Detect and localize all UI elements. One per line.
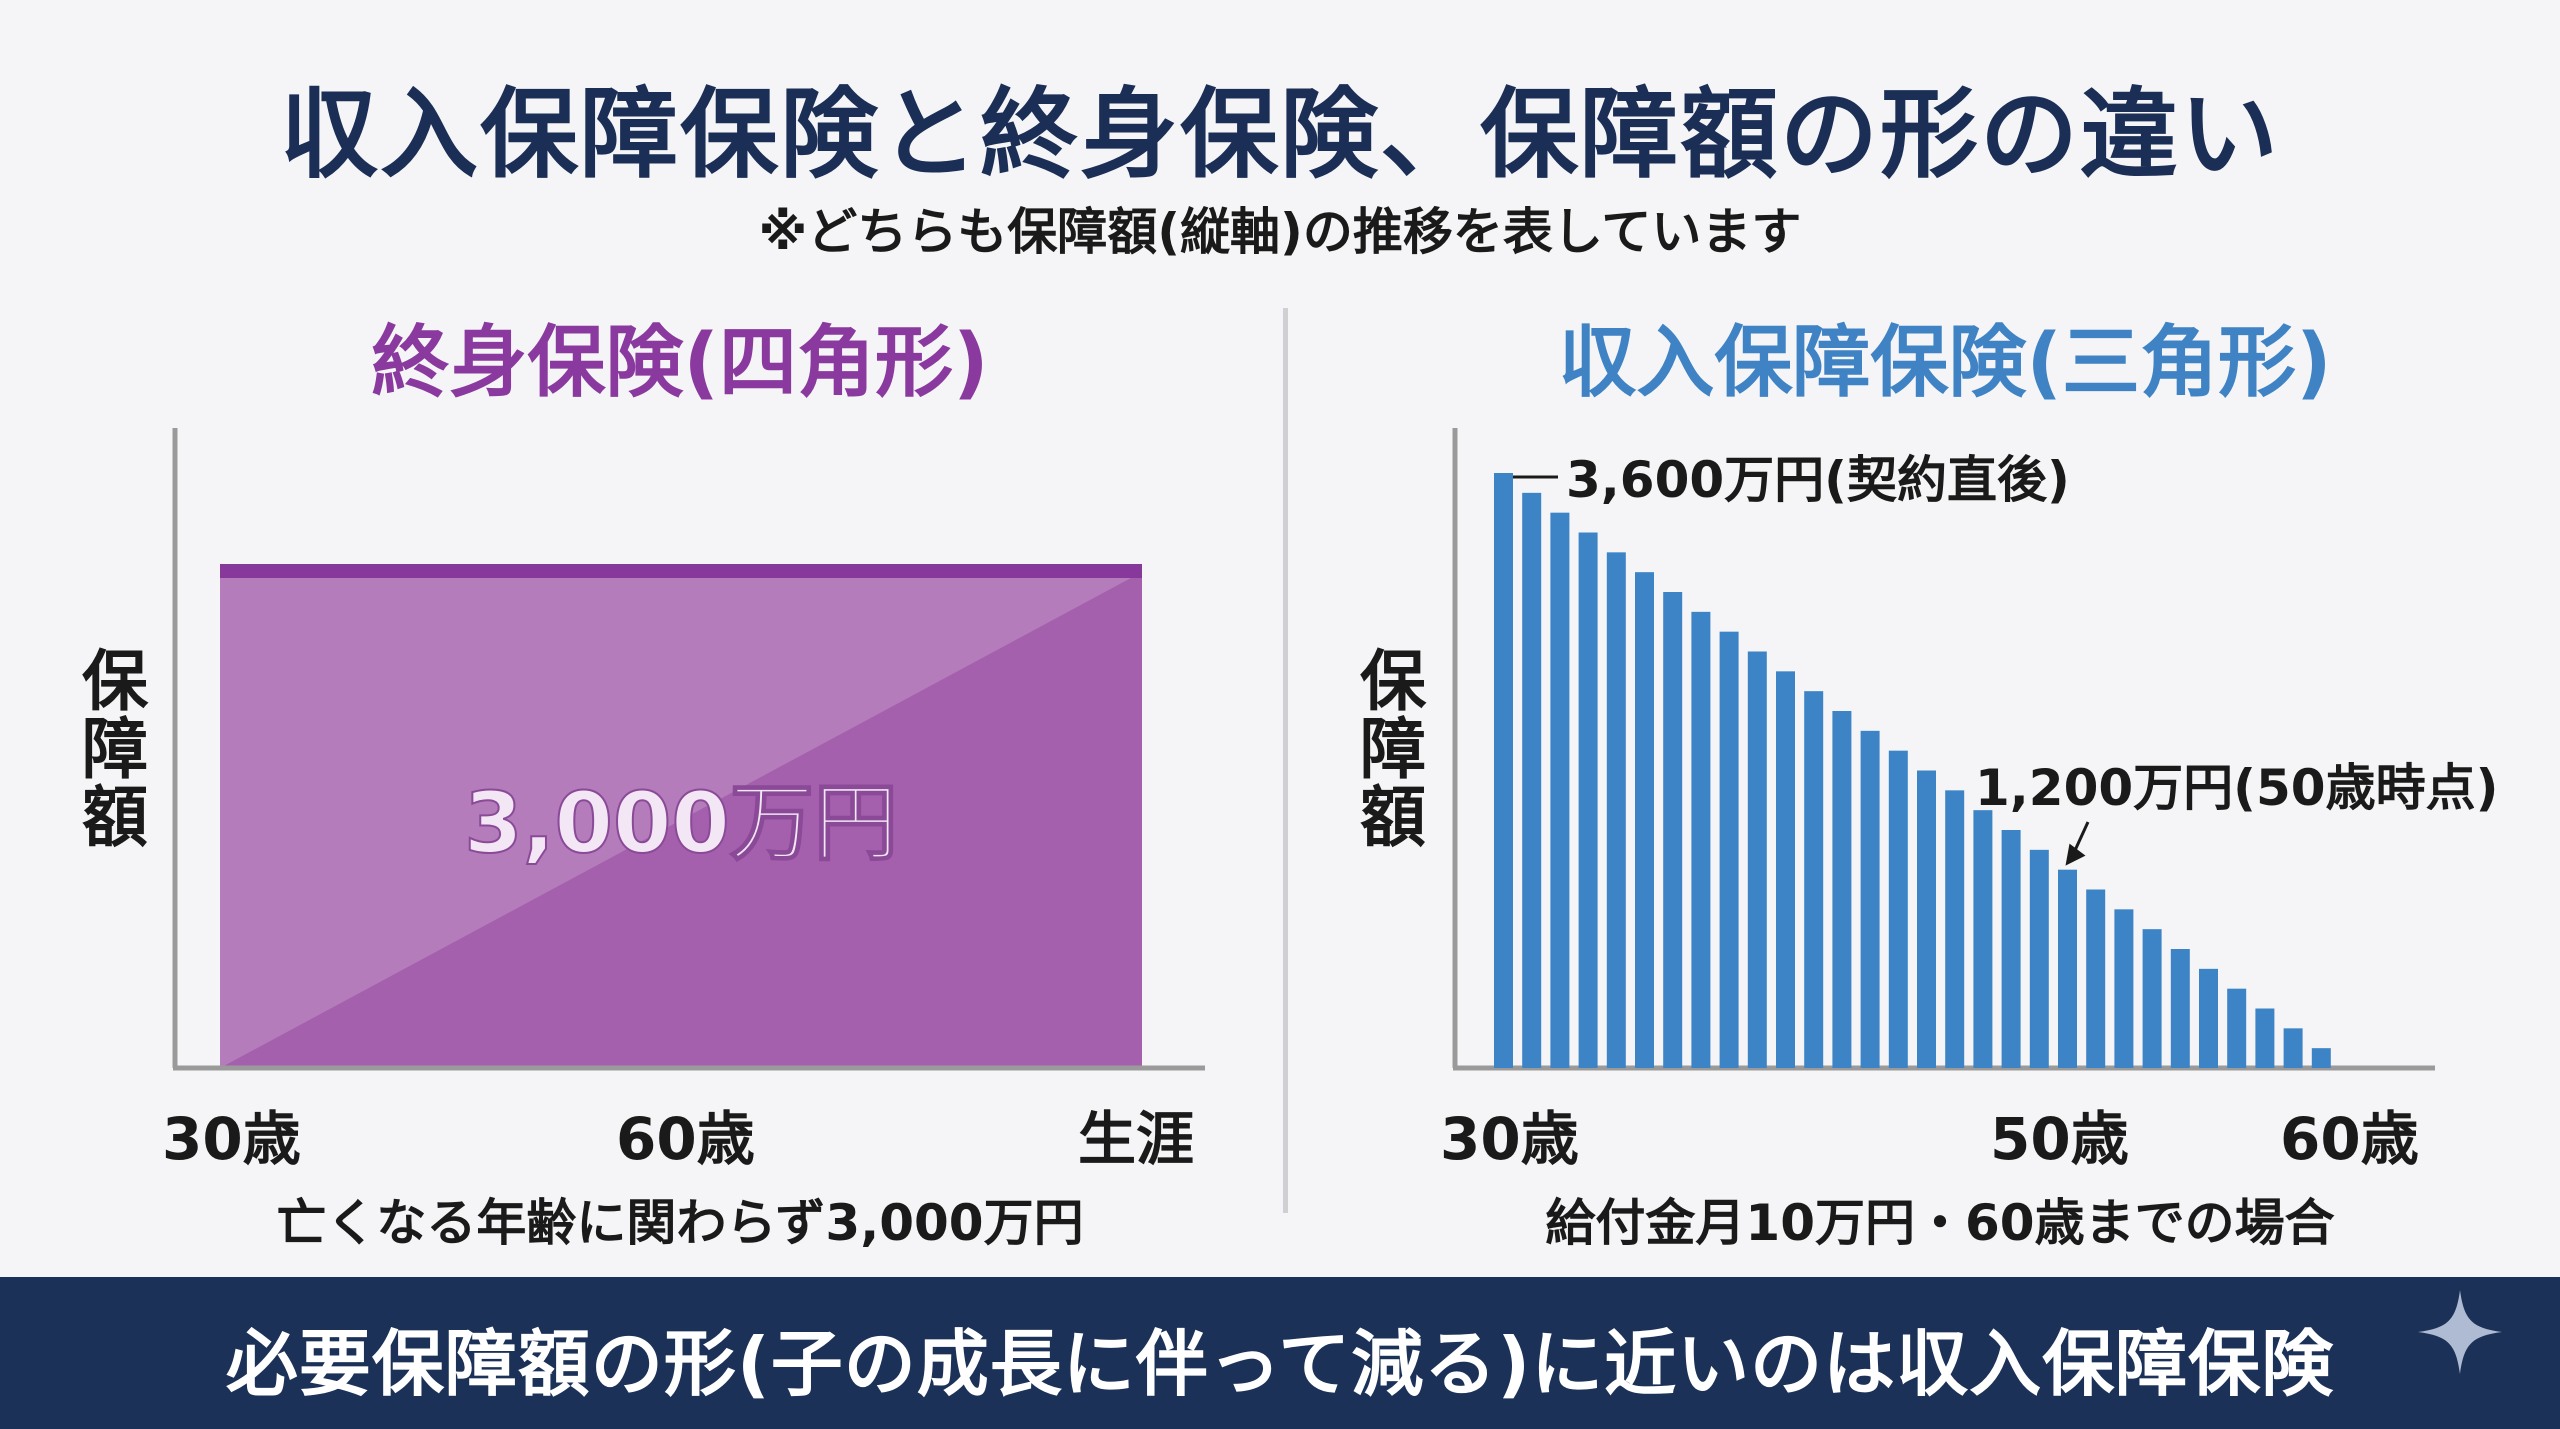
bar-age-35 bbox=[1635, 572, 1654, 1068]
whole-life-chart: 3,000万円 bbox=[172, 428, 1205, 1071]
left-tick-60: 60歳 bbox=[616, 1105, 755, 1173]
bar-age-43 bbox=[1860, 730, 1880, 1068]
bar-age-51 bbox=[2086, 889, 2106, 1068]
right-tick-30: 30歳 bbox=[1440, 1105, 1579, 1173]
left-tick-30: 30歳 bbox=[162, 1105, 301, 1173]
bar-age-55 bbox=[2199, 968, 2218, 1068]
right-tick-50: 50歳 bbox=[1990, 1105, 2129, 1173]
left-panel-title: 終身保険(四角形) bbox=[371, 318, 989, 408]
left-y-axis-label: 保障額 bbox=[82, 643, 148, 856]
bar-age-33 bbox=[1578, 532, 1598, 1068]
bar-age-53 bbox=[2142, 929, 2162, 1068]
bar-age-46 bbox=[1945, 790, 1965, 1068]
page-title: 収入保障保険と終身保険、保障額の形の違い bbox=[279, 78, 2280, 192]
left-caption: 亡くなる年齢に関わらず3,000万円 bbox=[276, 1194, 1084, 1252]
bar-age-52 bbox=[2114, 909, 2134, 1068]
bar-age-30 bbox=[1494, 473, 1513, 1068]
left-tick-lifetime: 生涯 bbox=[1078, 1105, 1195, 1173]
right-y-axis-label: 保障額 bbox=[1360, 643, 1426, 856]
bar-age-58 bbox=[2283, 1028, 2303, 1068]
bar-age-40 bbox=[1776, 671, 1795, 1068]
bar-age-42 bbox=[1832, 711, 1852, 1068]
bar-age-36 bbox=[1663, 592, 1683, 1068]
bar-age-47 bbox=[1973, 810, 1993, 1068]
coverage-top-line bbox=[220, 564, 1142, 578]
bar-age-34 bbox=[1606, 552, 1626, 1068]
bar-age-54 bbox=[2170, 949, 2190, 1068]
bar-age-37 bbox=[1691, 611, 1711, 1068]
annotation-mid-arrowhead bbox=[2065, 843, 2086, 866]
coverage-area bbox=[220, 572, 1142, 1068]
bar-age-41 bbox=[1804, 691, 1824, 1068]
bar-age-38 bbox=[1719, 631, 1739, 1068]
bar-age-50 bbox=[2058, 869, 2077, 1068]
bar-age-59 bbox=[2311, 1048, 2331, 1068]
page-subtitle: ※どちらも保障額(縦軸)の推移を表しています bbox=[758, 203, 1802, 261]
right-tick-60: 60歳 bbox=[2280, 1105, 2419, 1173]
conclusion-text: 必要保障額の形(子の成長に伴って減る)に近いのは収入保障保険 bbox=[225, 1322, 2335, 1406]
annotation-mid-label: 1,200万円(50歳時点) bbox=[1975, 759, 2498, 817]
bar-age-48 bbox=[2001, 830, 2021, 1068]
annotation-top-label: 3,600万円(契約直後) bbox=[1566, 451, 2070, 509]
panel-divider bbox=[1283, 308, 1288, 1213]
bar-age-57 bbox=[2255, 1008, 2275, 1068]
bar-age-56 bbox=[2227, 988, 2247, 1068]
income-protection-chart: 3,600万円(契約直後) 1,200万円(50歳時点) bbox=[1452, 428, 2498, 1071]
bar-age-45 bbox=[1917, 770, 1936, 1068]
bar-age-31 bbox=[1522, 492, 1542, 1068]
bar-age-44 bbox=[1888, 750, 1908, 1068]
sparkle-icon bbox=[2418, 1290, 2502, 1374]
coverage-amount-label: 3,000万円 bbox=[464, 774, 898, 872]
annotation-mid-arrow bbox=[2072, 821, 2090, 855]
conclusion-banner bbox=[0, 1277, 2560, 1429]
right-panel-title: 収入保障保険(三角形) bbox=[1558, 318, 2332, 408]
area-highlight bbox=[220, 572, 1142, 1068]
right-caption: 給付金月10万円・60歳までの場合 bbox=[1545, 1194, 2335, 1252]
bar-age-32 bbox=[1550, 512, 1570, 1068]
bar-age-49 bbox=[2029, 849, 2049, 1068]
bar-age-39 bbox=[1747, 651, 1767, 1068]
